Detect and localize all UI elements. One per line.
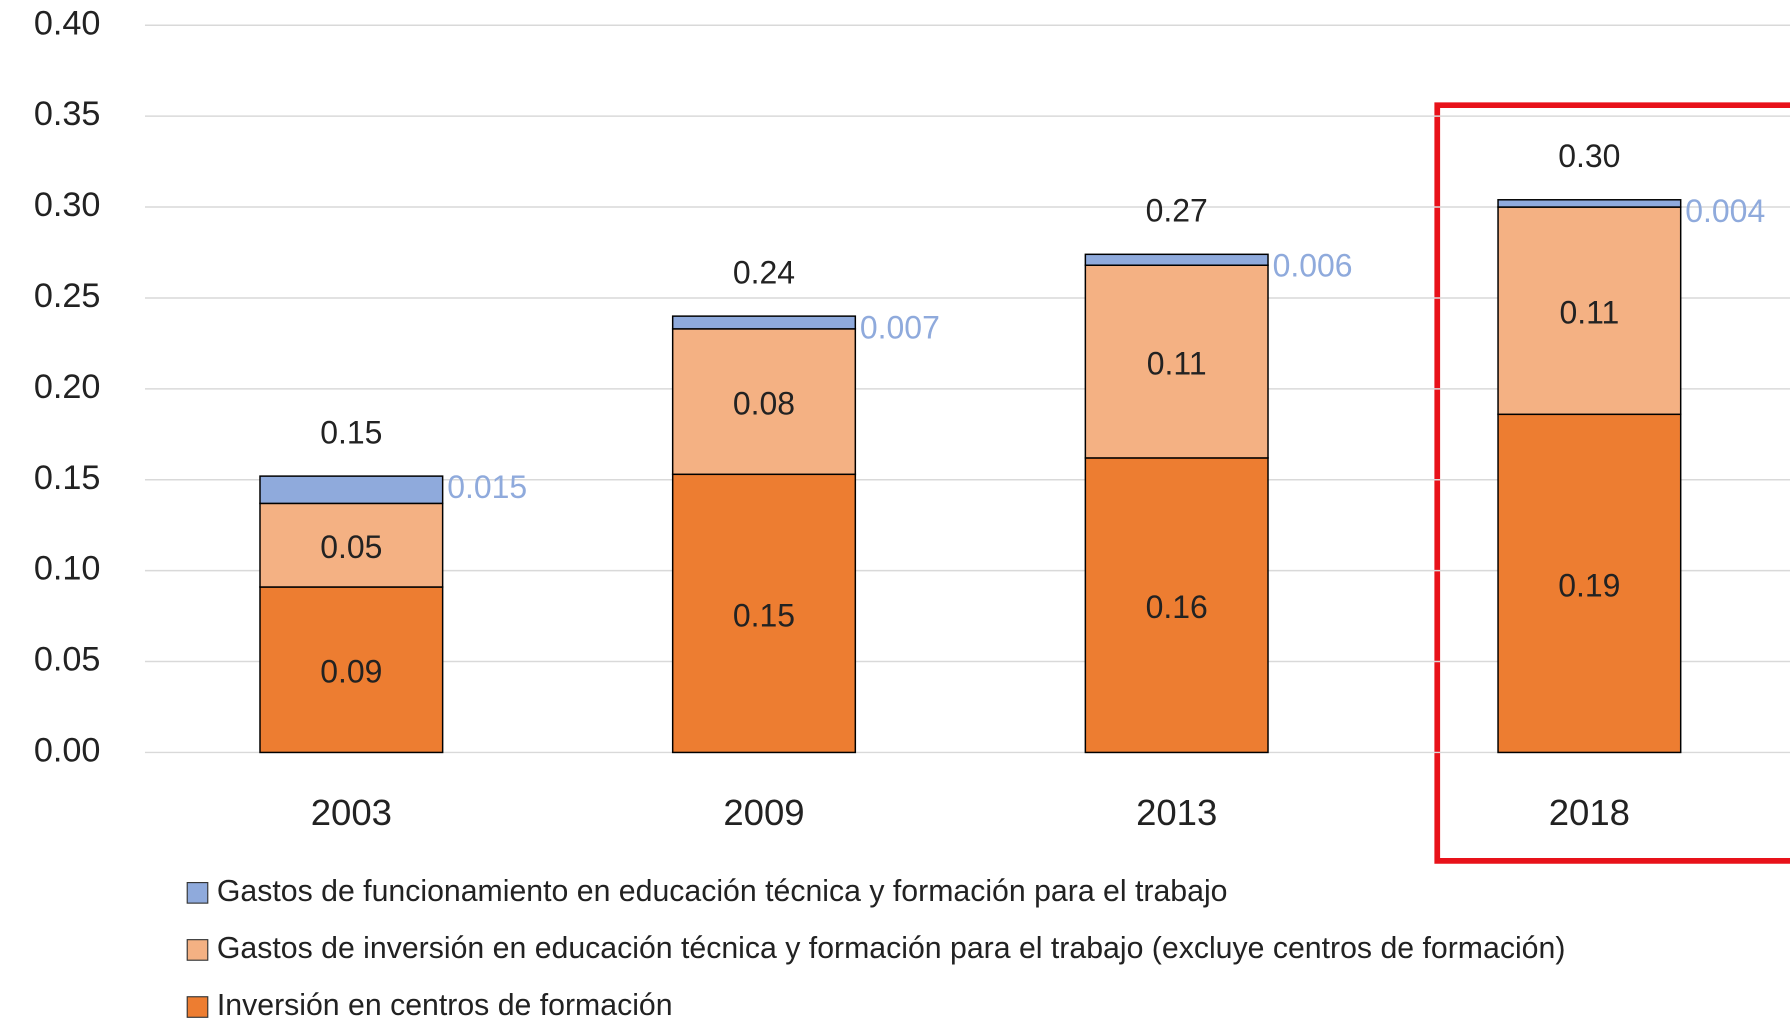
y-tick-label: 0.10 xyxy=(34,550,101,588)
data-label: 0.11 xyxy=(1559,295,1619,331)
data-label: 0.19 xyxy=(1558,567,1620,603)
x-tick-label: 2003 xyxy=(311,792,392,833)
legend-label: Inversión en centros de formación xyxy=(217,989,673,1022)
y-tick-label: 0.20 xyxy=(34,368,101,406)
y-tick-label: 0.35 xyxy=(34,95,101,133)
data-label: 0.004 xyxy=(1685,193,1765,229)
legend-swatch xyxy=(186,882,209,904)
x-tick-label: 2013 xyxy=(1136,792,1217,833)
data-label: 0.09 xyxy=(320,654,382,690)
bar-segment xyxy=(259,502,444,588)
bar-segment xyxy=(1084,264,1269,459)
bar-segment xyxy=(1084,457,1269,754)
total-label: 0.30 xyxy=(1558,138,1620,174)
bar-segment xyxy=(671,473,857,754)
bar-segment xyxy=(259,475,444,505)
total-label: 0.24 xyxy=(733,254,795,290)
highlight-box xyxy=(1434,102,1790,864)
bar-segment xyxy=(1497,199,1682,208)
data-label: 0.015 xyxy=(447,469,527,505)
legend-label: Gastos de funcionamiento en educación té… xyxy=(217,875,1228,908)
y-tick-label: 0.30 xyxy=(34,186,101,224)
y-tick-label: 0.40 xyxy=(34,4,101,42)
data-label: 0.05 xyxy=(320,529,382,565)
y-tick-label: 0.00 xyxy=(34,731,101,769)
data-label: 0.15 xyxy=(733,597,795,633)
bar-segment xyxy=(1497,413,1682,754)
x-tick-label: 2009 xyxy=(723,792,804,833)
total-label: 0.15 xyxy=(320,414,382,450)
data-label: 0.16 xyxy=(1146,589,1208,625)
bar-segment xyxy=(1497,206,1682,416)
x-tick-label: 2018 xyxy=(1549,792,1630,833)
data-label: 0.006 xyxy=(1273,247,1353,283)
y-tick-label: 0.05 xyxy=(34,641,101,679)
data-label: 0.11 xyxy=(1147,346,1207,382)
legend-swatch xyxy=(186,996,209,1018)
bar-segment xyxy=(671,328,857,476)
data-label: 0.007 xyxy=(860,309,940,345)
legend-swatch xyxy=(186,939,209,961)
legend-label: Gastos de inversión en educación técnica… xyxy=(217,932,1566,965)
bar-segment xyxy=(671,315,857,330)
y-tick-label: 0.15 xyxy=(34,459,101,497)
data-label: 0.08 xyxy=(733,386,795,422)
bar-segment xyxy=(1084,253,1269,266)
total-label: 0.27 xyxy=(1146,193,1208,229)
y-tick-label: 0.25 xyxy=(34,277,101,315)
